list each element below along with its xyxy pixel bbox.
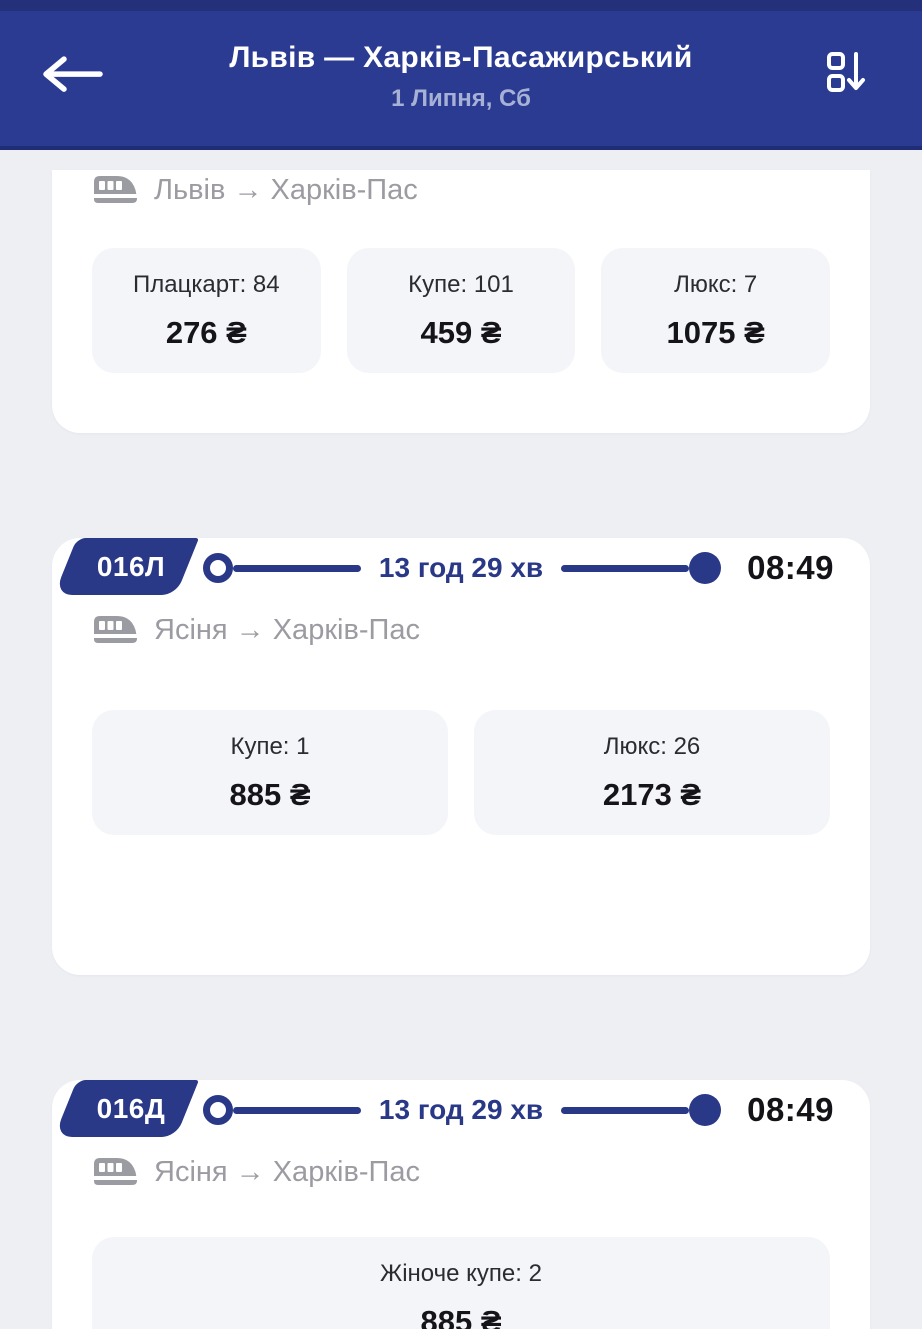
duration-label: 13 год 29 хв xyxy=(378,1094,544,1125)
journey-timeline: 19:20 13 год 29 хв 08:49 xyxy=(52,538,870,598)
timeline-line xyxy=(561,564,690,572)
departure-dot xyxy=(202,553,233,583)
arrival-dot xyxy=(689,1094,722,1126)
train-icon xyxy=(92,174,138,206)
class-name: Купе: 1 xyxy=(230,732,310,760)
route-text: Ясіня → Харків-Пас xyxy=(154,1155,420,1188)
class-price: 885 ₴ xyxy=(420,1303,502,1329)
train-icon xyxy=(92,614,138,646)
class-chip[interactable]: Купе: 1 885 ₴ xyxy=(92,710,448,835)
route-text: Ясіня → Харків-Пас xyxy=(154,613,420,646)
train-route: Ясіня → Харків-Пас xyxy=(52,610,870,650)
train-route: Львів → Харків-Пас xyxy=(52,170,870,210)
class-price: 885 ₴ xyxy=(229,776,311,812)
train-number: 016Д xyxy=(96,1092,166,1124)
route-text: Львів → Харків-Пас xyxy=(154,173,418,206)
class-chips: Плацкарт: 84 276 ₴ Купе: 101 459 ₴ Люкс:… xyxy=(52,248,870,373)
class-name: Жіноче купе: 2 xyxy=(380,1259,542,1287)
class-chip[interactable]: Жіноче купе: 2 885 ₴ xyxy=(92,1237,830,1329)
class-name: Люкс: 7 xyxy=(674,270,758,298)
class-name: Плацкарт: 84 xyxy=(133,270,280,298)
class-chip[interactable]: Плацкарт: 84 276 ₴ xyxy=(92,248,321,373)
back-button[interactable] xyxy=(34,49,112,101)
train-number-badge: 016Л xyxy=(52,538,262,596)
class-price: 2173 ₴ xyxy=(602,776,702,812)
sort-button[interactable] xyxy=(816,45,876,101)
class-chip[interactable]: Люкс: 7 1075 ₴ xyxy=(601,248,831,373)
app-header: Львів — Харків-Пасажирський 1 Липня, Сб xyxy=(0,0,922,150)
timeline-line xyxy=(232,1106,361,1114)
train-number: 016Л xyxy=(96,550,166,582)
class-name: Купе: 101 xyxy=(408,270,514,298)
arrival-dot xyxy=(689,552,722,584)
class-chips: Жіноче купе: 2 885 ₴ xyxy=(52,1237,870,1329)
timeline-line xyxy=(232,564,361,572)
results-scroll[interactable]: Львів → Харків-Пас Плацкарт: 84 276 ₴ Ку… xyxy=(0,150,922,1329)
class-price: 459 ₴ xyxy=(420,314,502,350)
class-chip[interactable]: Люкс: 26 2173 ₴ xyxy=(474,710,830,835)
train-number-badge: 016Д xyxy=(52,1080,262,1138)
arrow-left-icon xyxy=(40,55,106,96)
class-name: Люкс: 26 xyxy=(603,732,701,760)
class-price: 276 ₴ xyxy=(165,314,247,350)
sort-icon xyxy=(826,51,866,96)
train-card[interactable]: 016Д 19:20 13 год 29 хв 08:49 xyxy=(52,1080,870,1329)
train-card[interactable]: 016Л 19:20 13 год 29 хв 08:49 xyxy=(52,538,870,975)
train-card[interactable]: Львів → Харків-Пас Плацкарт: 84 276 ₴ Ку… xyxy=(52,170,870,433)
date-subtitle: 1 Липня, Сб xyxy=(391,85,531,112)
arrival-time: 08:49 xyxy=(747,1091,834,1128)
class-chip[interactable]: Купе: 101 459 ₴ xyxy=(346,248,576,373)
class-chips: Купе: 1 885 ₴ Люкс: 26 2173 ₴ xyxy=(52,710,870,835)
page-title: Львів — Харків-Пасажирський xyxy=(229,41,693,74)
timeline-line xyxy=(561,1106,690,1114)
arrival-time: 08:49 xyxy=(747,549,834,586)
departure-dot xyxy=(202,1095,233,1125)
class-price: 1075 ₴ xyxy=(666,314,765,350)
train-route: Ясіня → Харків-Пас xyxy=(52,1152,870,1192)
duration-label: 13 год 29 хв xyxy=(378,552,544,583)
train-icon xyxy=(92,1156,138,1188)
